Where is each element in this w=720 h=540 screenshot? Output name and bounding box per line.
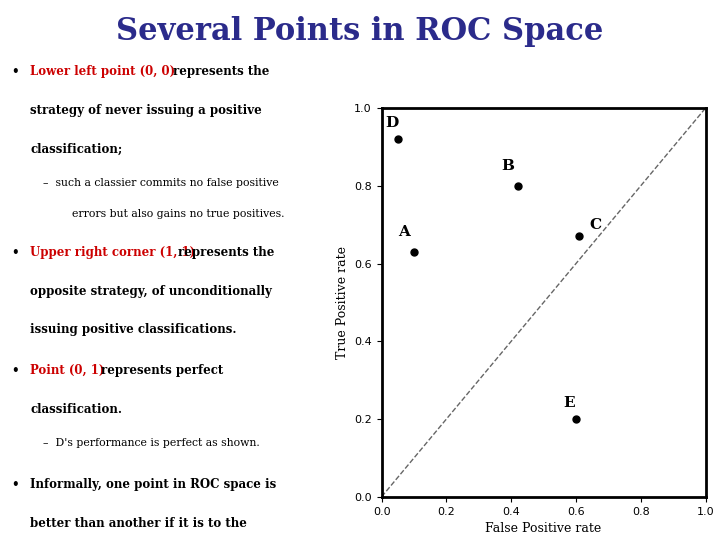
Text: •: • — [11, 246, 19, 259]
Point — [392, 135, 403, 144]
Point — [573, 232, 585, 241]
Text: •: • — [11, 364, 19, 377]
Text: represents perfect: represents perfect — [101, 364, 223, 377]
Text: represents the: represents the — [173, 65, 269, 78]
Text: C: C — [589, 218, 601, 232]
Text: –  D's performance is perfect as shown.: – D's performance is perfect as shown. — [43, 438, 260, 448]
Text: Upper right corner (1, 1): Upper right corner (1, 1) — [30, 246, 195, 259]
Text: •: • — [11, 65, 19, 78]
Y-axis label: True Positive rate: True Positive rate — [336, 246, 348, 359]
Text: represents the: represents the — [178, 246, 274, 259]
Text: E: E — [563, 396, 575, 410]
Point — [570, 415, 582, 423]
Text: A: A — [397, 225, 410, 239]
Text: classification;: classification; — [30, 143, 122, 156]
Text: classification.: classification. — [30, 403, 122, 416]
X-axis label: False Positive rate: False Positive rate — [485, 522, 602, 535]
Text: Point (0, 1): Point (0, 1) — [30, 364, 104, 377]
Text: opposite strategy, of unconditionally: opposite strategy, of unconditionally — [30, 285, 272, 298]
Text: Lower left point (0, 0): Lower left point (0, 0) — [30, 65, 176, 78]
Point — [408, 247, 420, 256]
Text: strategy of never issuing a positive: strategy of never issuing a positive — [30, 104, 262, 117]
Text: errors but also gains no true positives.: errors but also gains no true positives. — [72, 209, 284, 219]
Text: better than another if it is to the: better than another if it is to the — [30, 517, 247, 530]
Text: –  such a classier commits no false positive: – such a classier commits no false posit… — [43, 178, 279, 188]
Text: •: • — [11, 478, 19, 491]
Text: B: B — [501, 159, 515, 173]
Text: Informally, one point in ROC space is: Informally, one point in ROC space is — [30, 478, 276, 491]
Point — [512, 181, 523, 190]
Text: Several Points in ROC Space: Several Points in ROC Space — [117, 16, 603, 47]
Text: issuing positive classifications.: issuing positive classifications. — [30, 323, 237, 336]
Text: D: D — [385, 117, 398, 131]
